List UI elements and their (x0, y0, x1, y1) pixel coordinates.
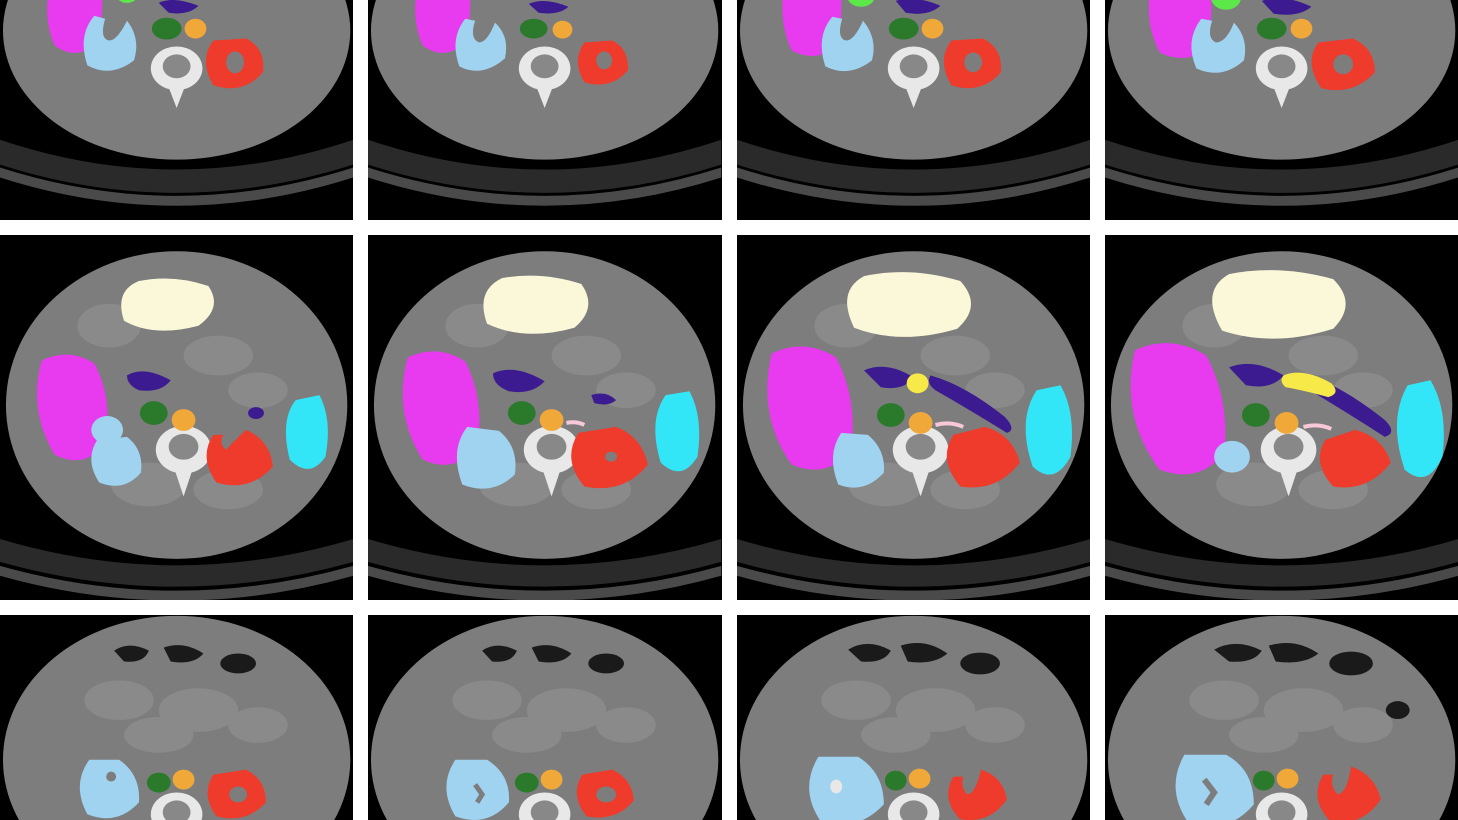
segmentation-grid (0, 0, 1458, 820)
ct-svg (368, 0, 721, 220)
panel-r2-c1 (368, 615, 721, 820)
ct-svg (1105, 615, 1458, 820)
ct-svg (0, 0, 353, 220)
panel-r0-c1 (368, 0, 721, 220)
panel-r0-c3 (1105, 0, 1458, 220)
ct-svg (368, 615, 721, 820)
panel-r1-c2 (737, 235, 1090, 600)
ct-svg (737, 0, 1090, 220)
ct-svg (737, 235, 1090, 600)
panel-r2-c3 (1105, 615, 1458, 820)
ct-svg (0, 235, 353, 600)
ct-svg (1105, 235, 1458, 600)
panel-r0-c0 (0, 0, 353, 220)
ct-svg (0, 615, 353, 820)
ct-svg (368, 235, 721, 600)
panel-r2-c0 (0, 615, 353, 820)
panel-r1-c0 (0, 235, 353, 600)
panel-r2-c2 (737, 615, 1090, 820)
panel-r0-c2 (737, 0, 1090, 220)
ct-svg (737, 615, 1090, 820)
panel-r1-c1 (368, 235, 721, 600)
panel-r1-c3 (1105, 235, 1458, 600)
ct-svg (1105, 0, 1458, 220)
